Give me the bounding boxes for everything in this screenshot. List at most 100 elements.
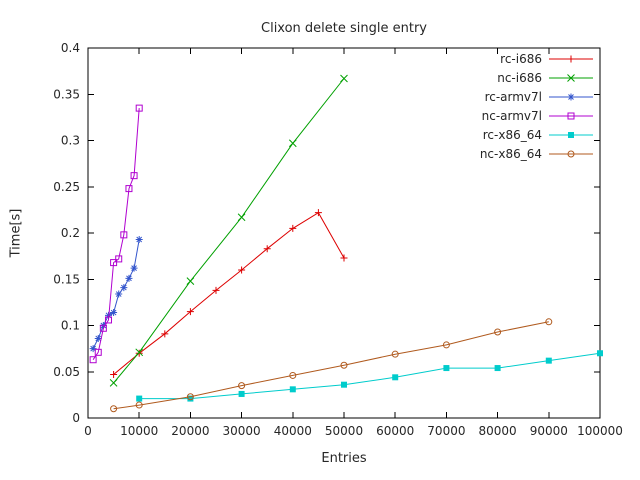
legend-label-nc-x86_64: nc-x86_64 (480, 147, 542, 161)
x-tick-label: 10000 (120, 424, 158, 438)
asterisk-marker (89, 345, 97, 353)
circle-open-marker (391, 350, 399, 358)
y-tick-label: 0.2 (61, 226, 80, 240)
series-line-rc-x86_64 (139, 352, 601, 400)
cross-marker (109, 378, 118, 387)
plus-marker (212, 286, 220, 294)
y-tick-label: 0.1 (61, 319, 80, 333)
square-open-marker (89, 356, 97, 364)
x-tick-label: 0 (84, 424, 92, 438)
circle-open-marker (545, 318, 553, 326)
square-open-marker (130, 172, 138, 180)
x-tick-label: 60000 (376, 424, 414, 438)
circle-open-marker (567, 150, 575, 158)
series-line-nc-armv7l (92, 108, 140, 360)
plus-marker (314, 209, 322, 217)
chart-title: Clixon delete single entry (261, 21, 427, 36)
square-filled-marker (341, 381, 347, 388)
circle-open-marker (494, 328, 502, 336)
plus-marker (263, 245, 271, 253)
plus-marker (110, 371, 118, 379)
square-open-marker (125, 185, 133, 193)
plus-marker (186, 308, 194, 316)
legend-item-rc-armv7l: rc-armv7l (485, 90, 593, 104)
plus-marker (238, 266, 246, 274)
plus-marker (340, 254, 348, 262)
cross-marker (186, 277, 195, 285)
y-tick-label: 0.15 (53, 272, 80, 286)
asterisk-marker (135, 235, 143, 243)
legend-item-nc-i686: nc-i686 (497, 71, 593, 85)
asterisk-marker (110, 309, 118, 317)
y-tick-label: 0.25 (53, 180, 80, 194)
square-filled-marker (494, 365, 501, 372)
x-tick-label: 90000 (530, 424, 568, 438)
square-open-marker (104, 316, 112, 324)
plus-marker (567, 55, 575, 63)
square-filled-marker (136, 395, 143, 402)
y-tick-label: 0.35 (53, 87, 80, 101)
asterisk-marker (567, 93, 575, 101)
x-tick-label: 50000 (325, 424, 363, 438)
y-tick-label: 0.05 (53, 365, 80, 379)
legend-item-rc-x86_64: rc-x86_64 (483, 128, 593, 142)
x-tick-label: 40000 (274, 424, 312, 438)
square-filled-marker (443, 365, 450, 372)
square-filled-marker (187, 395, 194, 402)
series-rc-armv7l (89, 235, 143, 353)
asterisk-marker (125, 274, 133, 282)
plus-marker (161, 330, 169, 338)
square-open-marker (110, 259, 118, 267)
square-open-marker (135, 104, 143, 112)
square-open-marker (94, 348, 102, 356)
circle-open-marker (135, 401, 143, 409)
series-nc-x86_64 (110, 318, 553, 413)
asterisk-marker (120, 284, 128, 292)
series-line-nc-x86_64 (113, 321, 549, 410)
square-filled-marker (289, 386, 296, 393)
square-open-marker (567, 112, 575, 120)
y-tick-label: 0.4 (61, 41, 80, 55)
cross-marker (135, 348, 144, 357)
legend-label-rc-x86_64: rc-x86_64 (483, 128, 542, 142)
axes: 0 10000 20000 30000 40000 50000 60000 70000 8000… (53, 41, 623, 438)
y-tick-label: 0.3 (61, 134, 80, 148)
series-line-nc-i686 (113, 78, 345, 384)
circle-open-marker (442, 341, 450, 349)
legend-label-rc-armv7l: rc-armv7l (485, 90, 542, 104)
plus-marker (135, 349, 143, 357)
legend: rc-i686 nc-i686 rc-armv7l nc-armv7l rc-x86_6… (480, 52, 593, 161)
series-nc-armv7l (89, 104, 143, 364)
circle-open-marker (186, 393, 194, 401)
y-tick-label: 0 (72, 411, 80, 425)
legend-label-rc-i686: rc-i686 (500, 52, 542, 66)
square-filled-marker (392, 374, 399, 381)
square-filled-marker (568, 132, 574, 138)
x-tick-label: 100000 (577, 424, 623, 438)
series-rc-x86_64 (136, 350, 603, 402)
series-line-rc-i686 (113, 212, 345, 375)
square-open-marker (115, 255, 123, 263)
square-filled-marker (597, 350, 603, 357)
legend-item-nc-x86_64: nc-x86_64 (480, 147, 593, 161)
square-filled-marker (545, 357, 552, 364)
legend-item-nc-armv7l: nc-armv7l (482, 109, 593, 123)
circle-open-marker (289, 371, 297, 379)
legend-label-nc-armv7l: nc-armv7l (482, 109, 542, 123)
cross-marker (237, 213, 246, 222)
circle-open-marker (110, 405, 118, 413)
x-axis-label: Entries (321, 451, 367, 466)
series-line-rc-armv7l (92, 239, 140, 349)
cross-marker (567, 74, 575, 82)
square-open-marker (120, 231, 128, 239)
legend-item-rc-i686: rc-i686 (500, 52, 593, 66)
asterisk-marker (115, 290, 123, 298)
plus-marker (289, 224, 297, 232)
x-tick-label: 20000 (171, 424, 209, 438)
series-nc-i686 (109, 74, 348, 387)
circle-open-marker (340, 361, 348, 369)
series-rc-i686 (110, 209, 348, 379)
square-open-marker (99, 324, 107, 332)
